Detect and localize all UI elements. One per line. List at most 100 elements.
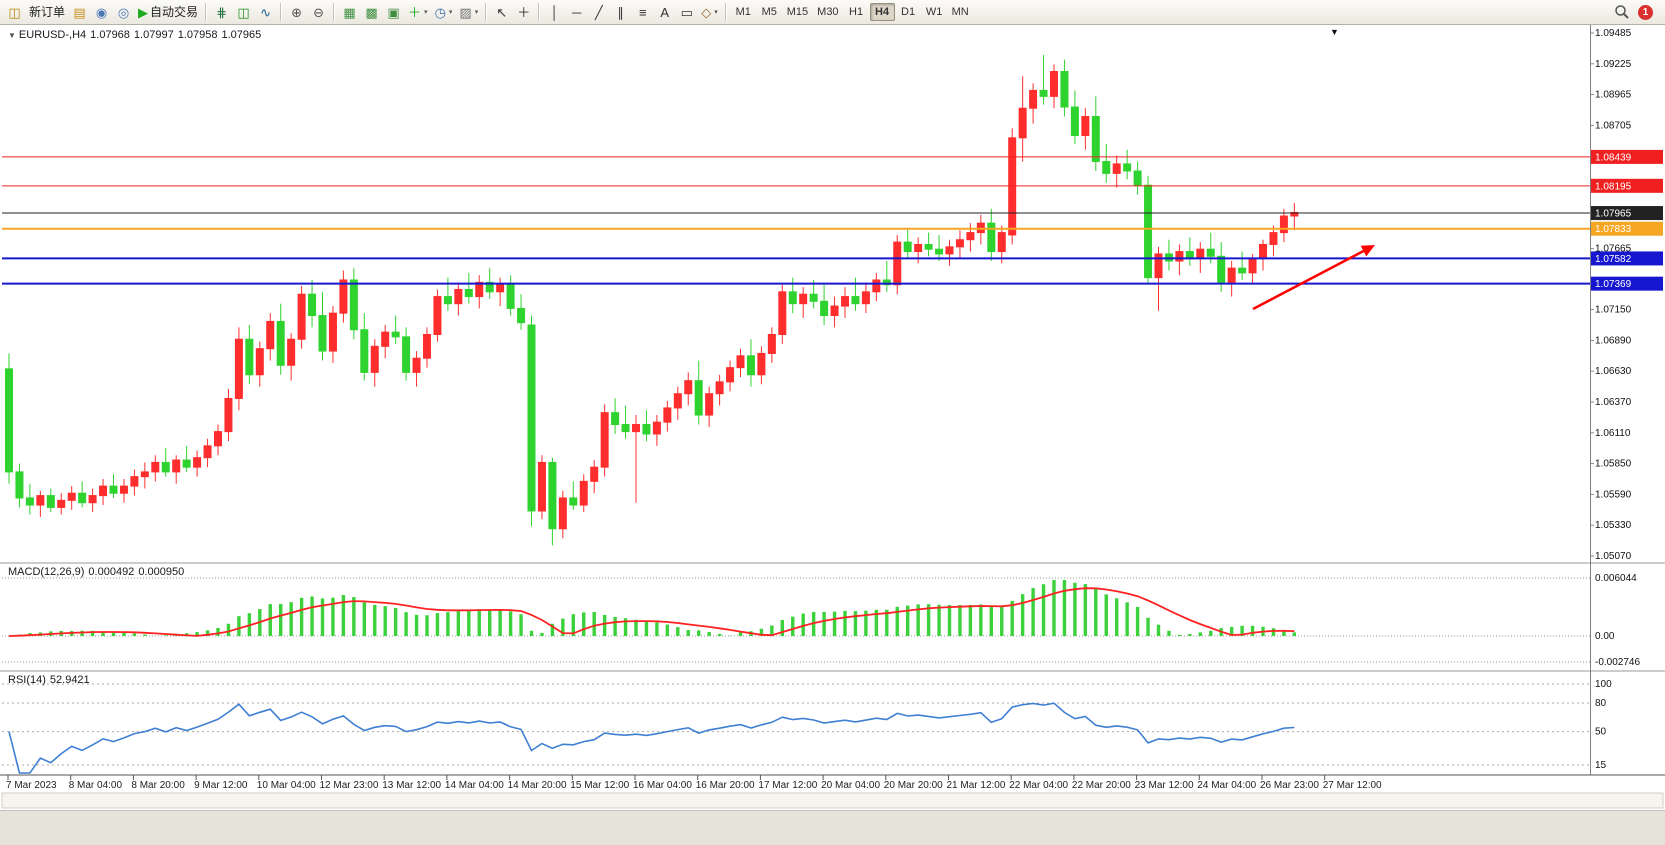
arrange-windows-icon[interactable]: ▣ — [383, 2, 404, 22]
timeframe-button-d1[interactable]: D1 — [901, 6, 916, 18]
svg-text:-0.002746: -0.002746 — [1595, 657, 1640, 668]
data-window-icon-glyph: ◉ — [95, 4, 108, 20]
symbol-dropdown-icon[interactable]: ▼ — [8, 31, 16, 40]
ohlc-high: 1.07997 — [133, 29, 174, 41]
search-icon[interactable] — [1614, 4, 1630, 20]
chart-window: 1.08439 1.08195 1.07965 1.07833 1.07582 1.073… — [0, 25, 1665, 810]
svg-text:12 Mar 23:00: 12 Mar 23:00 — [320, 780, 379, 791]
svg-text:14 Mar 20:00: 14 Mar 20:00 — [508, 780, 567, 791]
trendline-icon[interactable]: ╱ — [588, 2, 609, 22]
horizontal-line-icon-glyph: ─ — [572, 4, 582, 20]
svg-text:1.08195: 1.08195 — [1595, 181, 1632, 192]
svg-text:20 Mar 04:00: 20 Mar 04:00 — [821, 780, 880, 791]
auto-trading-glyph: ▶ — [138, 4, 149, 20]
time-axis: 7 Mar 2023 8 Mar 04:00 8 Mar 20:00 9 Mar 12… — [0, 774, 1665, 791]
candlestick-chart-icon[interactable]: ◫ — [233, 2, 254, 22]
bar-chart-icon[interactable]: ⋕ — [211, 2, 232, 22]
toolbar-separator — [485, 3, 488, 21]
svg-text:24 Mar 04:00: 24 Mar 04:00 — [1197, 780, 1256, 791]
svg-text:1.07833: 1.07833 — [1595, 224, 1632, 235]
svg-text:8 Mar 20:00: 8 Mar 20:00 — [131, 780, 185, 791]
notification-badge[interactable]: 1 — [1638, 4, 1653, 20]
auto-trading-button[interactable]: ▶ 自动交易 — [135, 2, 201, 22]
macd-value-signal: 0.000950 — [138, 566, 185, 578]
main-toolbar: ◫ 新订单 ▤ ◉ ◎ ▶ 自动交易 ⋕ ◫ ∿ ⊕ ⊖ ▦ ▩ ▣ ＋ ▾ ◷ ▾ ▨ ▾ ↖ ＋ │ ─ ╱ ∥ ≡ A ▭ ◇ ▾ M1 M… — [0, 0, 1665, 25]
panel-frame — [0, 25, 1665, 775]
svg-text:1.05330: 1.05330 — [1595, 520, 1632, 531]
bar-chart-icon-glyph: ⋕ — [216, 4, 227, 20]
chart-menu-arrow-icon[interactable]: ▼ — [1330, 27, 1339, 37]
template-button[interactable]: ▨ ▾ — [456, 2, 481, 22]
macd-value-main: 0.000492 — [88, 566, 135, 578]
zoom-in-icon[interactable]: ⊕ — [286, 2, 307, 22]
text-label-icon[interactable]: ▭ — [676, 2, 697, 22]
vertical-line-icon[interactable]: │ — [544, 2, 565, 22]
timeframe-button-h4[interactable]: H4 — [869, 3, 895, 21]
macd-indicator-label: MACD(12,26,9) 0.000492 0.000950 — [8, 566, 188, 578]
level-line-resistance-line-1[interactable]: 1.08439 — [2, 149, 1663, 164]
svg-text:15 Mar 12:00: 15 Mar 12:00 — [570, 780, 629, 791]
dropdown-caret-icon: ▾ — [714, 8, 718, 16]
timeframe-button-m1[interactable]: M1 — [735, 6, 751, 18]
level-line-support-line-1[interactable]: 1.07582 — [2, 251, 1663, 266]
svg-text:16 Mar 04:00: 16 Mar 04:00 — [633, 780, 692, 791]
toolbar-items: ◫ 新订单 ▤ ◉ ◎ ▶ 自动交易 ⋕ ◫ ∿ ⊕ ⊖ ▦ ▩ ▣ ＋ ▾ ◷ ▾ ▨ ▾ ↖ ＋ │ ─ ╱ ∥ ≡ A ▭ ◇ ▾ M1 M… — [4, 0, 973, 25]
svg-text:1.09485: 1.09485 — [1595, 28, 1632, 39]
shapes-button[interactable]: ◇ ▾ — [698, 2, 721, 22]
svg-text:13 Mar 12:00: 13 Mar 12:00 — [382, 780, 441, 791]
line-chart-icon[interactable]: ∿ — [255, 2, 276, 22]
chart-canvas[interactable]: 1.08439 1.08195 1.07965 1.07833 1.07582 1.073… — [0, 25, 1665, 810]
svg-text:1.07965: 1.07965 — [1595, 209, 1632, 220]
svg-text:1.06110: 1.06110 — [1595, 428, 1631, 439]
trend-arrow-annotation[interactable] — [1252, 245, 1375, 311]
zoom-out-icon[interactable]: ⊖ — [308, 2, 329, 22]
horizontal-scrollbar[interactable] — [1, 792, 1664, 809]
horizontal-line-icon[interactable]: ─ — [566, 2, 587, 22]
svg-text:1.05850: 1.05850 — [1595, 459, 1632, 470]
dropdown-caret-icon: ▾ — [474, 8, 479, 16]
data-window-icon[interactable]: ◉ — [91, 2, 112, 22]
ohlc-close: 1.07965 — [221, 29, 262, 41]
level-line-resistance-line-2[interactable]: 1.08195 — [2, 178, 1663, 193]
timeframe-button-m30[interactable]: M30 — [817, 6, 839, 18]
svg-text:80: 80 — [1595, 698, 1607, 709]
timeframe-button-w1[interactable]: W1 — [925, 6, 943, 18]
new-order-button[interactable]: 新订单 — [26, 2, 68, 22]
rsi-indicator-label: RSI(14) 52.9421 — [8, 674, 94, 686]
navigator-icon[interactable]: ◎ — [113, 2, 134, 22]
timeframe-button-h1[interactable]: H1 — [849, 6, 864, 18]
fibonacci-icon-glyph: ≡ — [638, 4, 647, 20]
svg-text:1.07582: 1.07582 — [1595, 254, 1632, 265]
fibonacci-icon[interactable]: ≡ — [632, 2, 653, 22]
timeframe-button-m5[interactable]: M5 — [761, 6, 777, 18]
timeframe-button-mn[interactable]: MN — [951, 6, 969, 18]
svg-text:20 Mar 20:00: 20 Mar 20:00 — [884, 780, 943, 791]
level-line-pivot-line-orange[interactable]: 1.07833 — [2, 221, 1663, 236]
toolbar-right-group: 1 — [1614, 4, 1661, 20]
rsi-layer: 100 80 50 15 — [2, 679, 1612, 774]
text-tool-icon[interactable]: A — [654, 2, 675, 22]
timeframe-button-m15[interactable]: M15 — [786, 6, 809, 18]
cursor-icon[interactable]: ↖ — [491, 2, 512, 22]
add-indicator-button[interactable]: ＋ ▾ — [405, 2, 431, 22]
shapes-glyph: ◇ — [701, 4, 712, 20]
crosshair-icon[interactable]: ＋ — [513, 2, 534, 22]
toolbar-separator — [280, 3, 283, 21]
zoom-in-icon-glyph: ⊕ — [291, 4, 302, 20]
svg-text:1.07665: 1.07665 — [1595, 244, 1632, 255]
cascade-windows-icon[interactable]: ▩ — [361, 2, 382, 22]
svg-text:1.08705: 1.08705 — [1595, 120, 1632, 131]
market-watch-icon[interactable]: ▤ — [69, 2, 90, 22]
level-line-current-price-line[interactable]: 1.07965 — [2, 206, 1663, 221]
macd-name: MACD(12,26,9) — [8, 566, 85, 578]
period-selector-button[interactable]: ◷ ▾ — [432, 2, 456, 22]
svg-text:1.06630: 1.06630 — [1595, 366, 1632, 377]
text-label-icon-glyph: ▭ — [680, 4, 693, 20]
equidistant-channel-icon[interactable]: ∥ — [610, 2, 631, 22]
price-axis: 1.09485 1.09225 1.08965 1.08705 1.07665 1.071… — [1590, 28, 1632, 562]
level-line-support-line-2[interactable]: 1.07369 — [2, 276, 1663, 291]
new-order-icon[interactable]: ◫ — [4, 2, 25, 22]
tile-windows-icon[interactable]: ▦ — [339, 2, 360, 22]
svg-text:1.06890: 1.06890 — [1595, 335, 1632, 346]
